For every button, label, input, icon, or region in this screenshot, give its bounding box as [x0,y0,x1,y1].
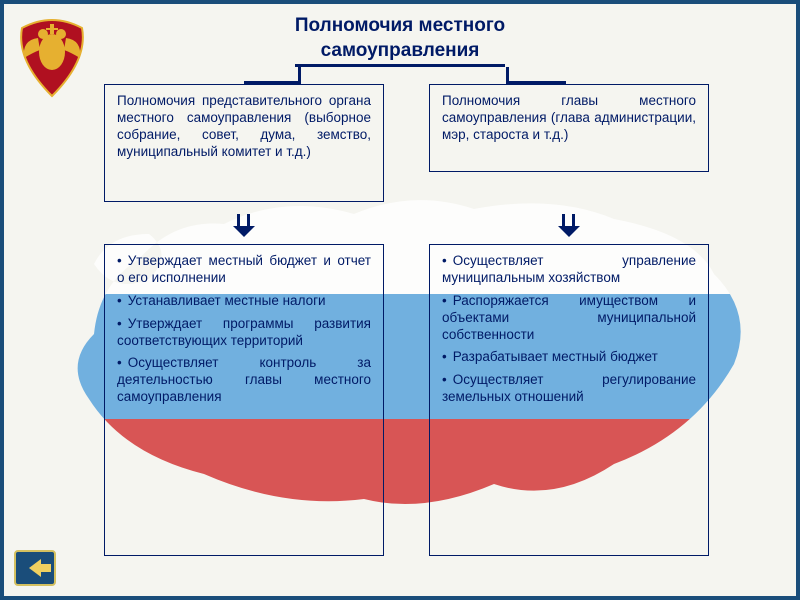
list-item: Осуществляет контроль за деятельностью г… [117,355,371,406]
list-item: Утверждает местный бюджет и отчет о его … [117,253,371,287]
back-button[interactable] [14,550,56,586]
representative-functions-list: Утверждает местный бюджет и отчет о его … [117,253,371,406]
head-functions-box: Осуществляет управление муниципальным хо… [429,244,709,556]
list-item: Осуществляет управление муниципальным хо… [442,253,696,287]
slide-body: Полномочия местного самоуправления Полно… [4,4,796,596]
representative-body-powers-box: Полномочия представительного органа мест… [104,84,384,202]
head-powers-text: Полномочия главы местного самоуправления… [442,93,696,142]
title-underline [295,64,505,67]
title-line-2: самоуправления [321,40,480,61]
head-of-local-govt-powers-box: Полномочия главы местного самоуправления… [429,84,709,172]
arrow-left-icon [29,559,41,577]
head-functions-list: Осуществляет управление муниципальным хо… [442,253,696,406]
title-line-1: Полномочия местного [295,15,505,36]
representative-body-text: Полномочия представительного органа мест… [117,93,371,159]
list-item: Осуществляет регулирование земельных отн… [442,372,696,406]
slide-title: Полномочия местного самоуправления [200,14,600,63]
representative-body-functions-box: Утверждает местный бюджет и отчет о его … [104,244,384,556]
list-item: Разрабатывает местный бюджет [442,349,696,366]
list-item: Устанавливает местные налоги [117,293,371,310]
presentation-frame: Полномочия местного самоуправления Полно… [0,0,800,600]
russia-coat-of-arms-icon [16,16,88,98]
list-item: Распоряжается имуществом и объектами мун… [442,293,696,344]
list-item: Утверждает программы развития соответств… [117,316,371,350]
